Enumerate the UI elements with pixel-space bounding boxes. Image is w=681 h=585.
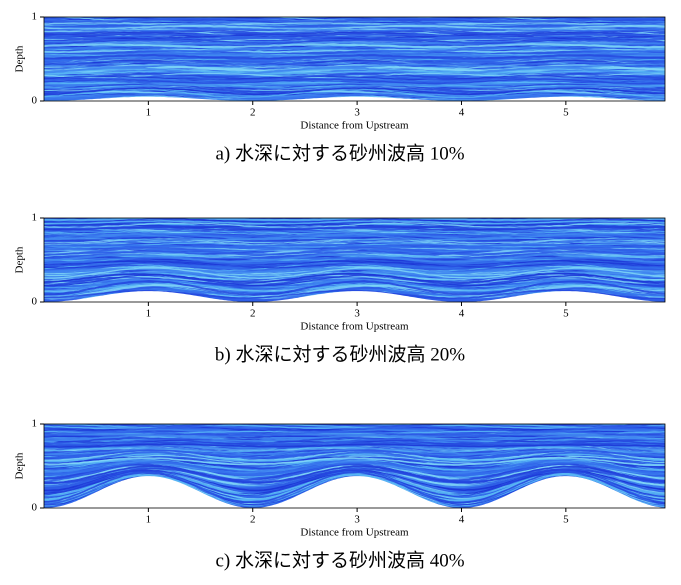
y-tick-label: 1 xyxy=(32,418,38,430)
x-tick-label: 3 xyxy=(354,107,360,119)
x-tick-label: 3 xyxy=(354,514,360,526)
figure: 1 2 3 4 5 0 1 Distance from Upstream Depth a) 水深に… xyxy=(0,0,681,580)
x-tick-label: 2 xyxy=(250,308,256,320)
x-tick-label: 1 xyxy=(146,107,152,119)
x-tick-label: 4 xyxy=(459,514,465,526)
flow-field xyxy=(34,422,674,509)
x-axis-label: Distance from Upstream xyxy=(300,120,409,132)
x-tick-label: 5 xyxy=(563,107,569,119)
flow-field xyxy=(34,15,674,102)
x-tick-label: 4 xyxy=(459,308,465,320)
y-axis-label: Depth xyxy=(14,452,26,479)
y-tick-label: 1 xyxy=(32,212,38,224)
x-tick-label: 1 xyxy=(146,514,152,526)
x-tick-label: 2 xyxy=(250,514,256,526)
y-axis-label: Depth xyxy=(14,246,26,273)
x-tick-label: 1 xyxy=(146,308,152,320)
x-tick-label: 3 xyxy=(354,308,360,320)
bed xyxy=(44,476,665,509)
y-tick-label: 0 xyxy=(32,95,38,107)
x-axis-label: Distance from Upstream xyxy=(300,527,409,539)
x-tick-label: 5 xyxy=(563,308,569,320)
bed xyxy=(44,291,665,303)
flow-field xyxy=(34,216,674,303)
caption: c) 水深に対する砂州波高 40% xyxy=(215,549,464,571)
y-tick-label: 0 xyxy=(32,296,38,308)
y-tick-label: 0 xyxy=(32,502,38,514)
x-tick-label: 2 xyxy=(250,107,256,119)
y-tick-label: 1 xyxy=(32,11,38,23)
x-axis-label: Distance from Upstream xyxy=(300,321,409,333)
caption: a) 水深に対する砂州波高 10% xyxy=(215,142,464,164)
y-axis-label: Depth xyxy=(14,45,26,72)
caption: b) 水深に対する砂州波高 20% xyxy=(215,343,465,365)
x-tick-label: 4 xyxy=(459,107,465,119)
x-tick-label: 5 xyxy=(563,514,569,526)
